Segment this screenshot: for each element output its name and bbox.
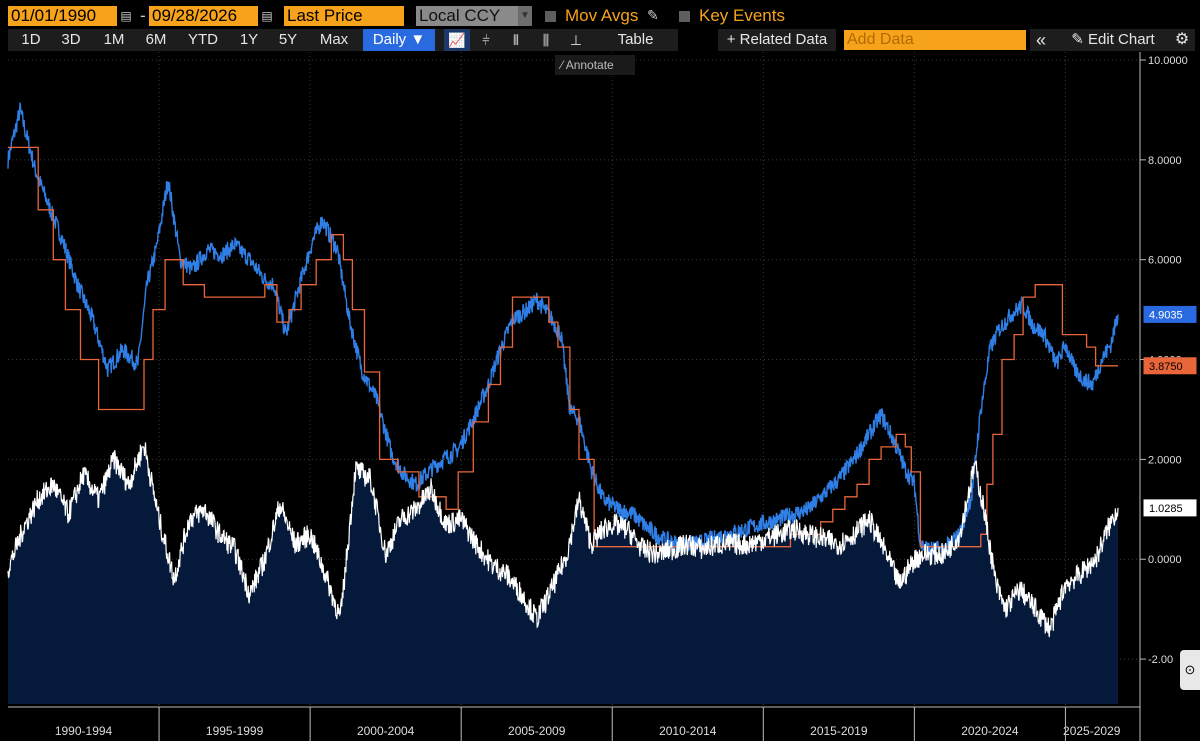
last-value-tag-bg (1143, 357, 1197, 375)
candlestick-icon[interactable]: ⫩ (481, 32, 491, 48)
annotate-pencil-icon: ⁄ (561, 58, 566, 72)
last-value-tag-bg (1143, 499, 1197, 517)
currency-dropdown[interactable]: Local CCY ▼ (416, 6, 532, 26)
last-value-tag-bg (1143, 305, 1197, 323)
x-axis-tick-label: 2015-2019 (810, 724, 868, 738)
x-axis-tick-label: 2010-2014 (659, 724, 717, 738)
edit-chart-button[interactable]: ✎ Edit Chart (1058, 29, 1168, 51)
key-events-checkbox[interactable] (679, 11, 690, 22)
y-axis-tick-label: -2.00 (1148, 654, 1173, 666)
x-axis-tick-label: 2020-2024 (961, 724, 1019, 738)
period-button-5y[interactable]: 5Y (278, 31, 298, 48)
last-value-tag: 1.0285 (1143, 499, 1197, 517)
y-axis-tick-label: 10.0000 (1148, 55, 1188, 67)
end-date-calendar-icon[interactable]: ▤ (261, 9, 273, 23)
side-panel-handle[interactable]: ⊙ (1180, 650, 1200, 690)
period-bar: 1D 3D 1M 6M YTD 1Y 5Y Max Daily ▼ 📈 ⫩ ⦀ … (8, 29, 678, 51)
last-value-tags: 4.9035 3.8750 1.0285 (1143, 305, 1197, 517)
related-data-button[interactable]: + Related Data (726, 31, 828, 48)
table-button[interactable]: Table (617, 31, 654, 48)
field-selector[interactable]: Last Price (284, 6, 404, 26)
edit-chart-label: Edit Chart (1088, 31, 1155, 48)
x-axis: 1990-1994 1995-1999 2000-2004 2005-2009 2010… (8, 706, 1140, 741)
chart-toolbar: 1D 3D 1M 6M YTD 1Y 5Y Max Daily ▼ 📈 ⫩ ⦀ … (0, 29, 1200, 51)
period-button-1d[interactable]: 1D (21, 31, 41, 48)
annotate-button[interactable]: ⁄ Annotate (555, 55, 635, 75)
ohlc-icon[interactable]: ⫼ (542, 32, 550, 48)
y-axis-tick-label: 2.0000 (1148, 454, 1182, 466)
last-value-tag-text: 1.0285 (1149, 503, 1183, 515)
currency-value: Local CCY (419, 6, 501, 25)
series-line-orange (8, 146, 1118, 548)
start-date-field[interactable]: 01/01/1990 (8, 6, 117, 26)
mov-avgs-checkbox[interactable] (545, 11, 556, 22)
series-line-blue (7, 102, 1119, 558)
start-date-calendar-icon[interactable]: ▤ (120, 9, 132, 23)
x-axis-tick-label: 1990-1994 (55, 724, 113, 738)
x-axis-tick-label: 2000-2004 (357, 724, 415, 738)
y-axis-tick-label: 0.0000 (1148, 554, 1182, 566)
annotate-label: Annotate (565, 58, 614, 72)
last-value-tag-text: 3.8750 (1149, 361, 1183, 373)
chevron-down-icon: ▼ (518, 6, 532, 26)
y-axis-tick-label: 6.0000 (1148, 255, 1182, 267)
period-button-6m[interactable]: 6M (145, 31, 167, 48)
mov-avgs-label[interactable]: Mov Avgs (565, 6, 639, 25)
spread-fill-area (8, 442, 1118, 704)
x-axis-tick-label: 2005-2009 (508, 724, 566, 738)
last-value-tag: 3.8750 (1143, 357, 1197, 375)
key-events-label[interactable]: Key Events (699, 6, 785, 25)
x-axis-tick-label: 2025-2029 (1063, 724, 1121, 738)
frequency-dropdown[interactable]: Daily ▼ (363, 29, 435, 51)
y-axis: 10.00008.00006.00004.00002.00000.0000-2.… (1139, 52, 1188, 741)
period-button-3d[interactable]: 3D (61, 31, 81, 48)
edit-chart-bar: « ✎ Edit Chart ⚙ (1030, 29, 1195, 51)
add-data-input[interactable]: Add Data (844, 30, 1026, 50)
date-separator: - (140, 6, 146, 25)
period-button-1m[interactable]: 1M (103, 31, 125, 48)
end-date-field[interactable]: 09/28/2026 (149, 6, 258, 26)
chart-settings-row: 01/01/1990 ▤ - 09/28/2026 ▤ Last Price L… (0, 4, 1200, 28)
x-axis-tick-label: 1995-1999 (206, 724, 264, 738)
price-chart[interactable]: 10.00008.00006.00004.00002.00000.0000-2.… (0, 52, 1200, 741)
series-line-white (7, 442, 1119, 638)
line-chart-icon[interactable]: 📈 (444, 29, 470, 51)
pencil-icon[interactable]: ✎ (647, 7, 659, 23)
period-button-max[interactable]: Max (319, 31, 349, 48)
bar-chart-icon[interactable]: ⦀ (512, 32, 520, 48)
pencil-icon: ✎ (1071, 31, 1089, 48)
last-value-tag-text: 4.9035 (1149, 309, 1183, 321)
settings-gear-icon[interactable]: ⚙ (1174, 31, 1190, 48)
y-axis-tick-label: 8.0000 (1148, 155, 1182, 167)
last-value-tag: 4.9035 (1143, 305, 1197, 323)
hlc-icon[interactable]: ⊥ (569, 32, 583, 48)
collapse-icon[interactable]: « (1035, 30, 1046, 50)
period-button-ytd[interactable]: YTD (188, 31, 218, 48)
related-data-bar: + Related Data (718, 29, 836, 51)
period-button-1y[interactable]: 1Y (239, 31, 259, 48)
